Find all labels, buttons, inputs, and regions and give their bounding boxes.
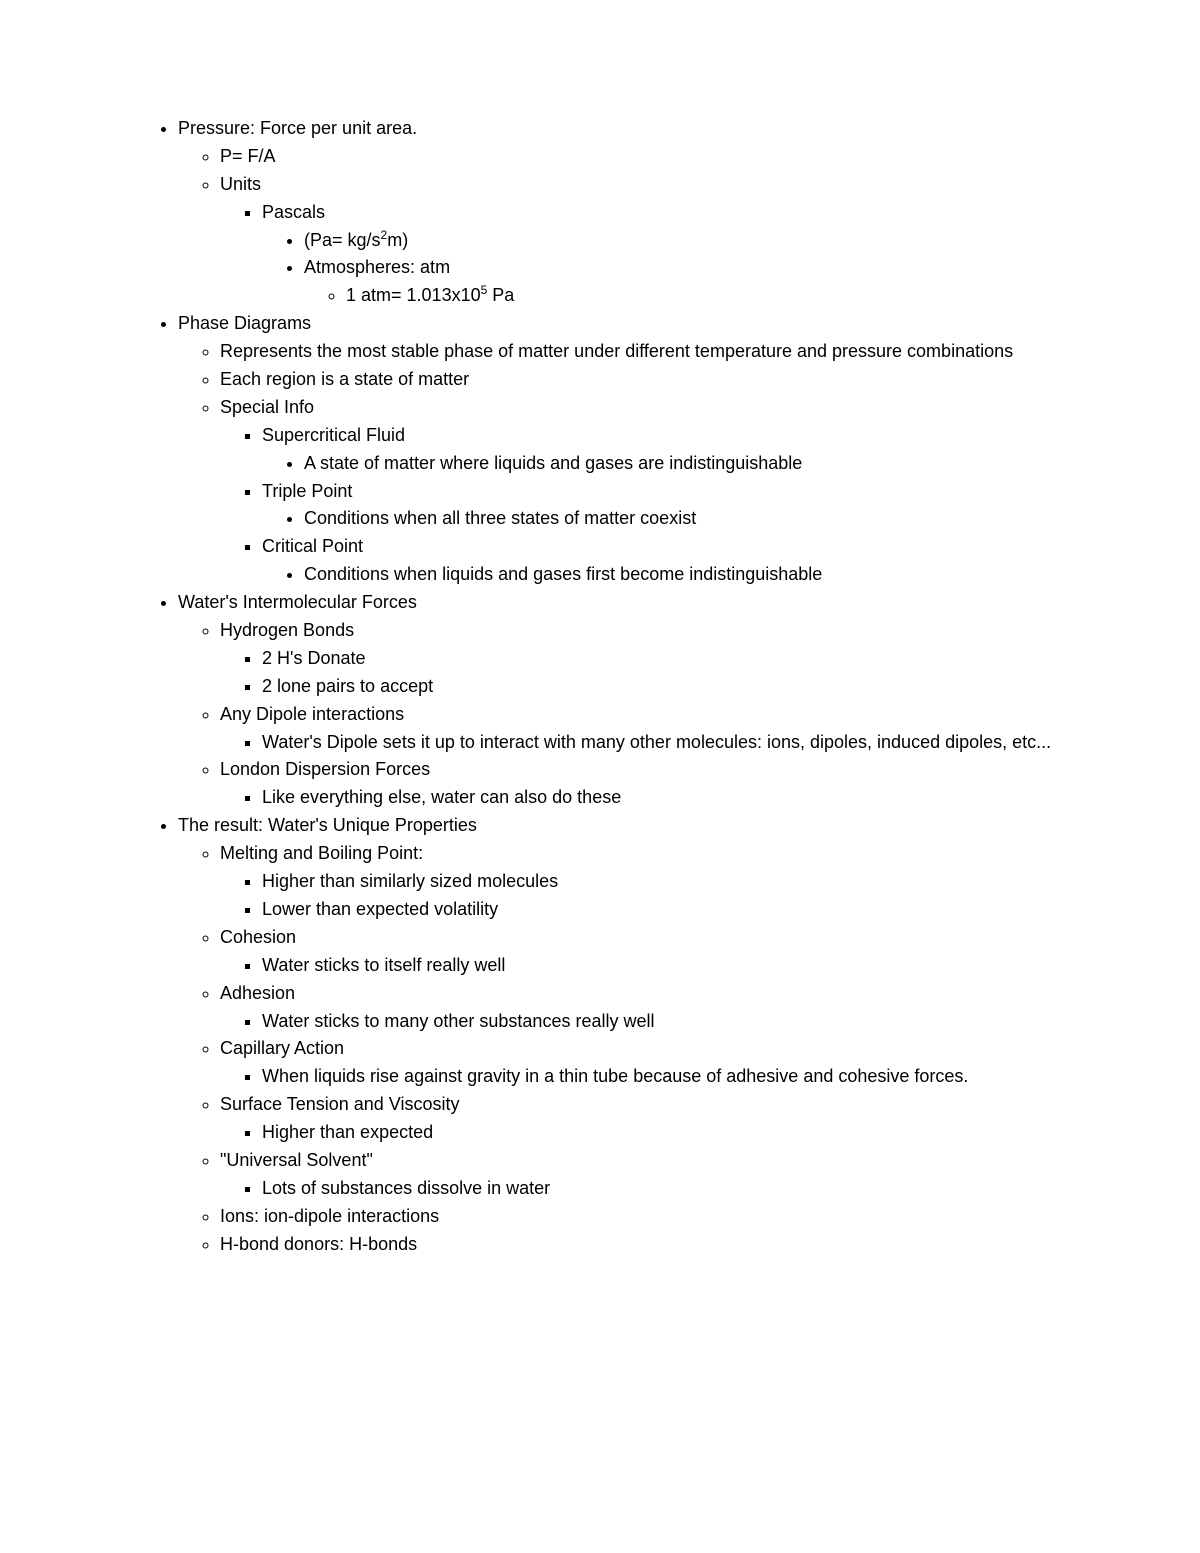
text: Units [220, 174, 261, 194]
list-item: "Universal Solvent" Lots of substances d… [220, 1147, 1060, 1203]
list-item: Capillary Action When liquids rise again… [220, 1035, 1060, 1091]
list-item: P= F/A [220, 143, 1060, 171]
list-item: Like everything else, water can also do … [262, 784, 1060, 812]
text: 2 lone pairs to accept [262, 676, 433, 696]
text: Conditions when all three states of matt… [304, 508, 696, 528]
list-item: 2 lone pairs to accept [262, 673, 1060, 701]
text: Melting and Boiling Point: [220, 843, 423, 863]
text: Water's Dipole sets it up to interact wi… [262, 732, 1051, 752]
text: Water sticks to itself really well [262, 955, 505, 975]
list-item: Phase Diagrams Represents the most stabl… [178, 310, 1060, 589]
text: The result: Water's Unique Properties [178, 815, 477, 835]
text: Water sticks to many other substances re… [262, 1011, 654, 1031]
list-item: Lower than expected volatility [262, 896, 1060, 924]
outline-root: Pressure: Force per unit area. P= F/A Un… [140, 115, 1060, 1259]
list-item: Adhesion Water sticks to many other subs… [220, 980, 1060, 1036]
text: Adhesion [220, 983, 295, 1003]
list-item: Supercritical Fluid A state of matter wh… [262, 422, 1060, 478]
text: H-bond donors: H-bonds [220, 1234, 417, 1254]
text: Atmospheres: atm [304, 257, 450, 277]
text: London Dispersion Forces [220, 759, 430, 779]
list-item: Water sticks to many other substances re… [262, 1008, 1060, 1036]
text: Phase Diagrams [178, 313, 311, 333]
list-item: Pascals (Pa= kg/s2m) Atmospheres: atm [262, 199, 1060, 311]
list-item: Lots of substances dissolve in water [262, 1175, 1060, 1203]
text: Ions: ion-dipole interactions [220, 1206, 439, 1226]
list-item: H-bond donors: H-bonds [220, 1231, 1060, 1259]
list-item: Conditions when all three states of matt… [304, 505, 1060, 533]
text: Pascals [262, 202, 325, 222]
text: Water's Intermolecular Forces [178, 592, 417, 612]
list-item: Higher than similarly sized molecules [262, 868, 1060, 896]
text: Special Info [220, 397, 314, 417]
text: A state of matter where liquids and gase… [304, 453, 802, 473]
text: Hydrogen Bonds [220, 620, 354, 640]
list-item: Any Dipole interactions Water's Dipole s… [220, 701, 1060, 757]
text: 2 H's Donate [262, 648, 366, 668]
text: Cohesion [220, 927, 296, 947]
text: When liquids rise against gravity in a t… [262, 1066, 968, 1086]
list-item: When liquids rise against gravity in a t… [262, 1063, 1060, 1091]
list-item: Special Info Supercritical Fluid A state… [220, 394, 1060, 589]
list-item: Surface Tension and Viscosity Higher tha… [220, 1091, 1060, 1147]
text: P= F/A [220, 146, 276, 166]
list-item: Melting and Boiling Point: Higher than s… [220, 840, 1060, 924]
list-item: Higher than expected [262, 1119, 1060, 1147]
list-item: Water's Dipole sets it up to interact wi… [262, 729, 1060, 757]
text: Conditions when liquids and gases first … [304, 564, 822, 584]
list-item: London Dispersion Forces Like everything… [220, 756, 1060, 812]
list-item: (Pa= kg/s2m) [304, 227, 1060, 255]
list-item: Hydrogen Bonds 2 H's Donate 2 lone pairs… [220, 617, 1060, 701]
list-item: Represents the most stable phase of matt… [220, 338, 1060, 366]
list-item: Units Pascals (Pa= kg/s2m) Atmospheres: … [220, 171, 1060, 310]
text: Pressure: Force per unit area. [178, 118, 417, 138]
text: Lower than expected volatility [262, 899, 498, 919]
text: Surface Tension and Viscosity [220, 1094, 459, 1114]
text: Lots of substances dissolve in water [262, 1178, 550, 1198]
text: Supercritical Fluid [262, 425, 405, 445]
text: Any Dipole interactions [220, 704, 404, 724]
list-item: Water's Intermolecular Forces Hydrogen B… [178, 589, 1060, 812]
list-item: A state of matter where liquids and gase… [304, 450, 1060, 478]
list-item: Conditions when liquids and gases first … [304, 561, 1060, 589]
list-item: Pressure: Force per unit area. P= F/A Un… [178, 115, 1060, 310]
list-item: Triple Point Conditions when all three s… [262, 478, 1060, 534]
text: Each region is a state of matter [220, 369, 469, 389]
text: Capillary Action [220, 1038, 344, 1058]
list-item: 2 H's Donate [262, 645, 1060, 673]
list-item: Atmospheres: atm 1 atm= 1.013x105 Pa [304, 254, 1060, 310]
document-page: Pressure: Force per unit area. P= F/A Un… [0, 0, 1200, 1553]
text: Critical Point [262, 536, 363, 556]
list-item: Each region is a state of matter [220, 366, 1060, 394]
list-item: Water sticks to itself really well [262, 952, 1060, 980]
text: Like everything else, water can also do … [262, 787, 621, 807]
list-item: Cohesion Water sticks to itself really w… [220, 924, 1060, 980]
text: "Universal Solvent" [220, 1150, 373, 1170]
list-item: Ions: ion-dipole interactions [220, 1203, 1060, 1231]
text: (Pa= kg/s2m) [304, 230, 408, 250]
text: Higher than expected [262, 1122, 433, 1142]
list-item: 1 atm= 1.013x105 Pa [346, 282, 1060, 310]
list-item: Critical Point Conditions when liquids a… [262, 533, 1060, 589]
list-item: The result: Water's Unique Properties Me… [178, 812, 1060, 1258]
text: 1 atm= 1.013x105 Pa [346, 285, 514, 305]
text: Triple Point [262, 481, 352, 501]
text: Higher than similarly sized molecules [262, 871, 558, 891]
text: Represents the most stable phase of matt… [220, 341, 1013, 361]
